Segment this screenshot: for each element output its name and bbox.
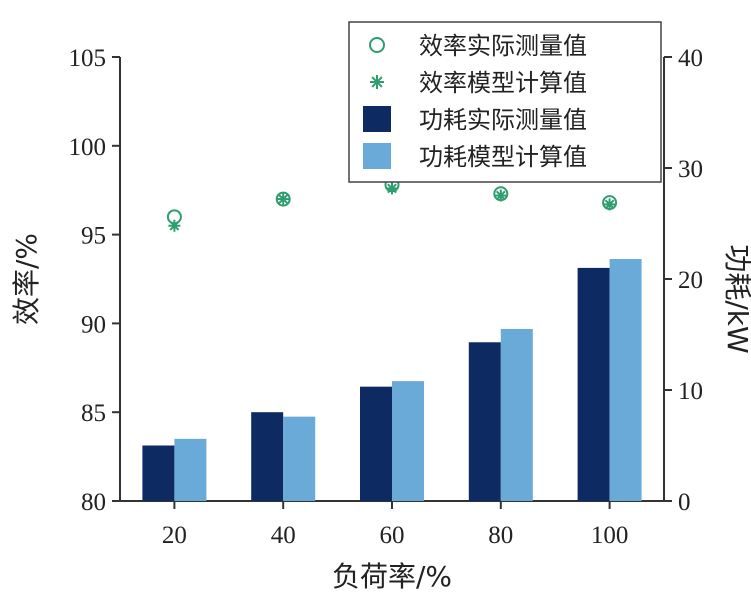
x-tick-label: 40 (271, 522, 296, 549)
legend-label: 效率实际测量值 (419, 32, 587, 60)
x-tick-label: 60 (380, 522, 405, 549)
bar (283, 416, 316, 501)
x-tick-label: 80 (488, 522, 513, 549)
efficiency-model-point (494, 189, 507, 202)
legend-circle-marker (369, 37, 385, 53)
axes: 80 85 90 95 100 105 0 10 20 30 40 20 40 60 80 100 (69, 45, 704, 549)
legend-label: 功耗实际测量值 (419, 106, 587, 134)
legend-label: 效率模型计算值 (419, 69, 587, 97)
efficiency-model-point (386, 182, 398, 195)
efficiency-model-point (168, 219, 181, 232)
x-tick-label: 20 (162, 522, 187, 549)
legend-box (348, 21, 662, 183)
x-tick-label: 100 (591, 522, 629, 549)
bar (360, 386, 392, 501)
efficiency-model-point (277, 193, 290, 206)
points (166, 177, 618, 232)
bar (468, 342, 501, 501)
right-y-axis-title: 功耗/kW (721, 244, 751, 353)
left-y-tick-label: 85 (81, 400, 106, 427)
legend-label: 功耗模型计算值 (419, 143, 587, 171)
left-y-tick-label: 90 (81, 311, 106, 338)
left-y-axis-title: 效率/% (10, 233, 43, 325)
bar (392, 381, 424, 501)
bar (609, 259, 642, 501)
efficiency-measured-point (275, 191, 291, 207)
bar (142, 445, 175, 501)
bar (251, 412, 284, 501)
left-y-tick-label: 95 (81, 223, 106, 250)
right-y-tick-label: 0 (678, 489, 691, 516)
efficiency-model-point (603, 198, 616, 211)
right-y-tick-label: 40 (678, 45, 703, 72)
legend-swatch (363, 143, 391, 169)
bars (142, 259, 642, 501)
legend-asterisk-marker (370, 75, 384, 89)
bar (577, 267, 610, 501)
x-axis-title: 负荷率/% (332, 560, 452, 593)
bar (174, 438, 207, 501)
left-y-tick-label: 80 (81, 489, 106, 516)
right-y-tick-label: 20 (678, 267, 703, 294)
left-y-tick-label: 105 (69, 45, 107, 72)
legend-swatch (363, 106, 391, 132)
bar (500, 328, 533, 501)
right-y-tick-label: 30 (678, 156, 703, 183)
right-y-tick-label: 10 (678, 378, 703, 405)
left-y-tick-label: 100 (69, 134, 107, 161)
